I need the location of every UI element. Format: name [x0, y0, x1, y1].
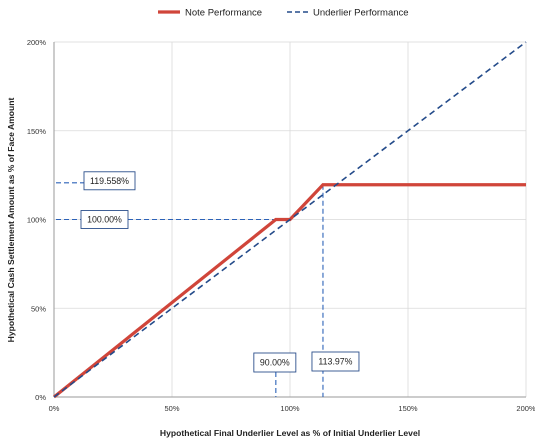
legend-label-note-performance: Note Performance [185, 8, 262, 19]
x-tick-label: 100% [280, 404, 300, 413]
x-tick-label: 150% [398, 404, 418, 413]
x-axis-title: Hypothetical Final Underlier Level as % … [160, 428, 420, 438]
callout-90-percent-label: 90.00% [260, 358, 290, 368]
y-tick-label: 200% [27, 38, 47, 47]
series-line-underlier-performance [53, 41, 527, 398]
y-tick-label: 100% [27, 216, 47, 225]
y-tick-label: 0% [35, 393, 46, 402]
y-tick-label: 50% [31, 304, 46, 313]
x-tick-label: 50% [164, 404, 179, 413]
series-layer [53, 41, 527, 399]
callout-119-percent-box [83, 171, 136, 191]
x-tick-label: 200% [516, 404, 535, 413]
callout-100-percent-box [80, 210, 129, 229]
callout-119-percent-label: 119.558% [90, 176, 129, 186]
y-axis-title: Hypothetical Cash Settlement Amount as %… [6, 97, 16, 342]
legend: Note Performance Underlier Performance [158, 8, 409, 19]
callout-90-percent-box [253, 352, 297, 373]
callout-100-percent-label: 100.00% [87, 215, 122, 225]
callout-113-percent-label: 113.97% [318, 357, 352, 367]
x-tick-label: 0% [49, 404, 60, 413]
callout-113-percent-box [311, 351, 360, 372]
callout-layer: 119.558% 100.00% 90.00% 113.97% [80, 171, 360, 373]
axis-layer: 0% 50% 100% 150% 200% 0% 50% 100% 150% 200% [27, 38, 535, 413]
y-tick-label: 150% [27, 127, 47, 136]
legend-label-underlier-performance: Underlier Performance [313, 8, 409, 19]
